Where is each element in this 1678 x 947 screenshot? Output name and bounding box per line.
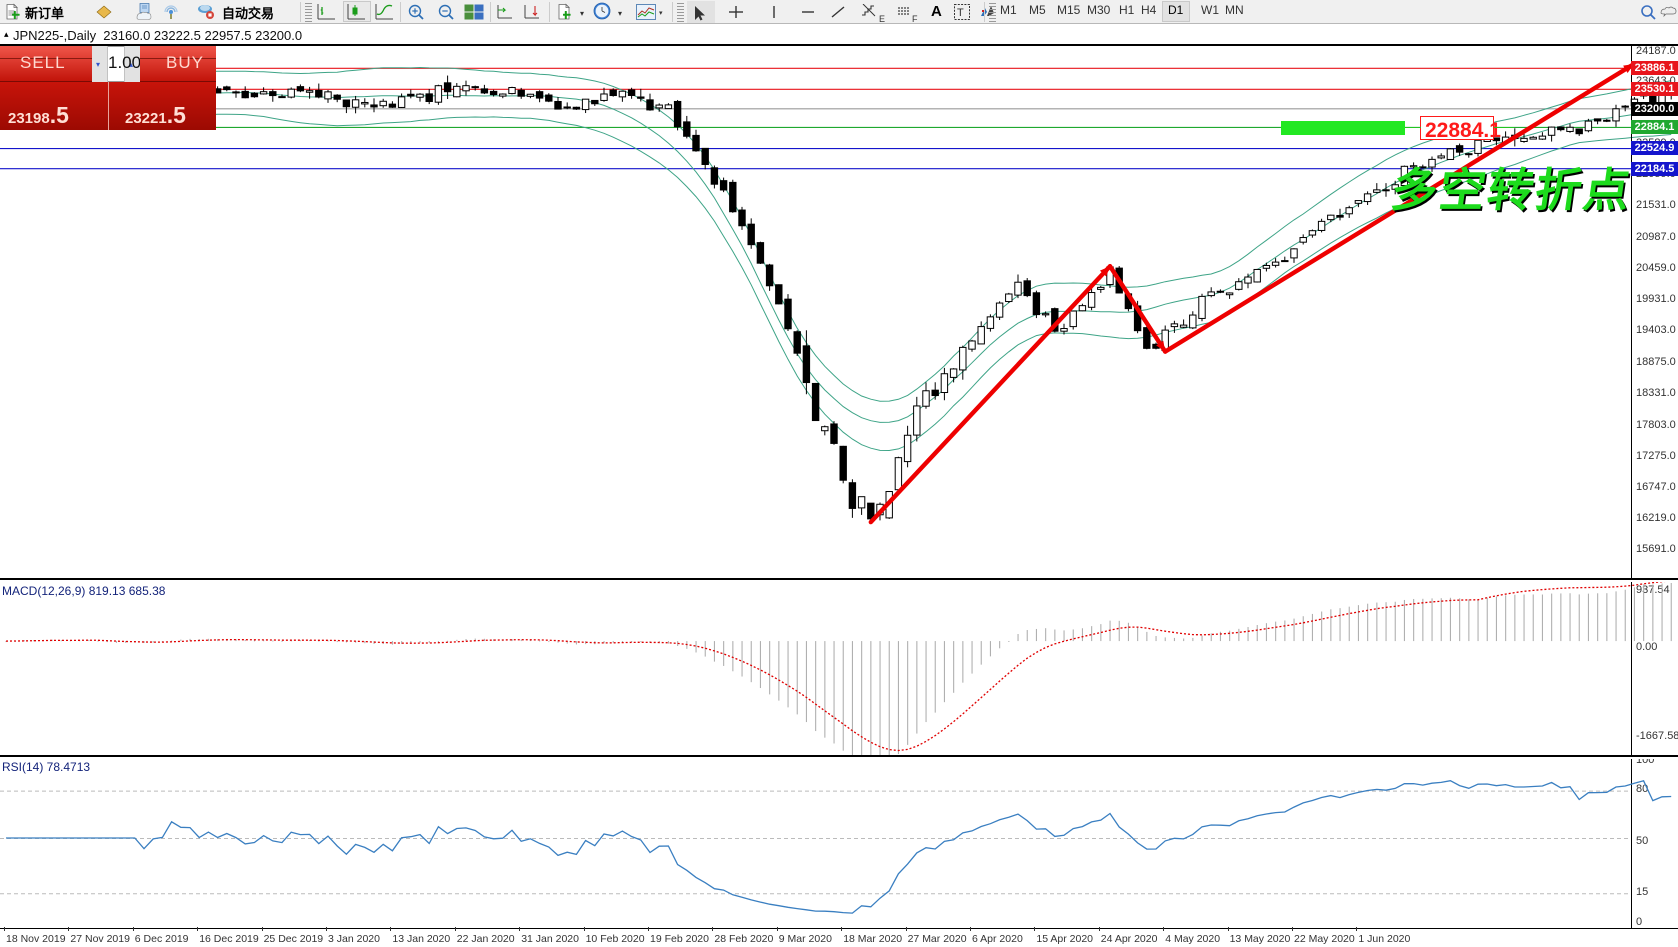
svg-text:T: T [957,7,964,19]
